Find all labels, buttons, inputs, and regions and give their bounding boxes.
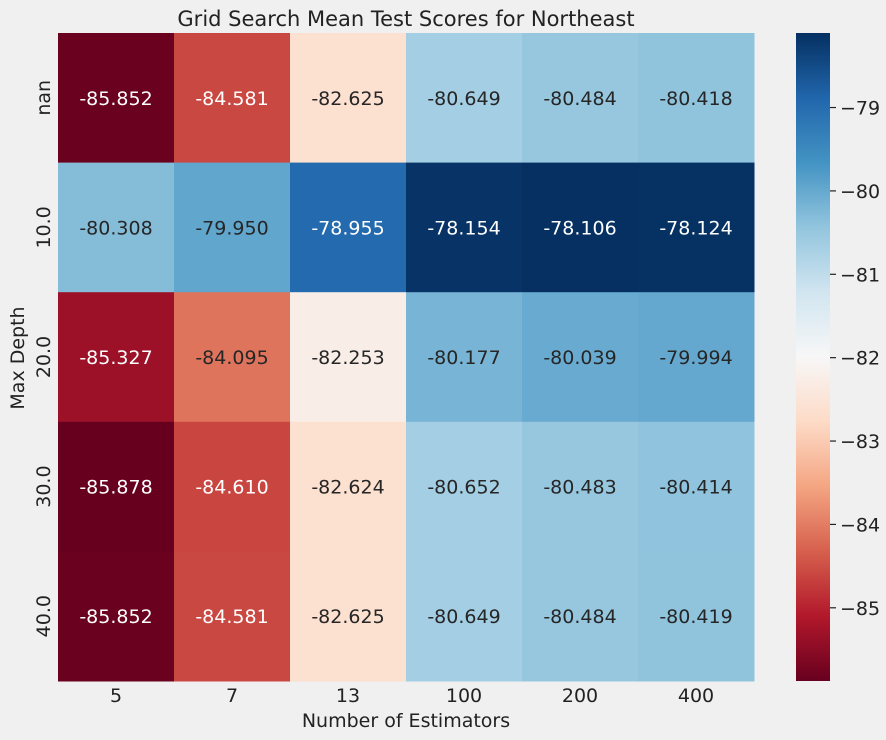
colorbar-tick-label: −83 xyxy=(840,431,880,453)
cell-value-label: -78.154 xyxy=(427,217,500,239)
cell-value-label: -80.484 xyxy=(543,606,616,628)
heatmap-cell xyxy=(290,292,407,423)
heatmap-cell xyxy=(290,421,407,552)
colorbar-tick-label: −84 xyxy=(840,514,880,536)
heatmap-cell xyxy=(522,551,639,682)
cell-value-label: -80.484 xyxy=(543,88,616,110)
cell-value-label: -82.253 xyxy=(311,347,384,369)
heatmap-cell xyxy=(522,421,639,552)
cell-value-label: -84.095 xyxy=(195,347,268,369)
colorbar xyxy=(796,33,830,681)
heatmap-cell xyxy=(406,292,523,423)
colorbar-ticks: −85 −84 −83 −82 −81 −80 −79 xyxy=(830,98,880,620)
cell-value-label: -85.852 xyxy=(79,606,152,628)
x-axis-ticks: 5 7 13 100 200 400 xyxy=(110,685,714,707)
y-axis-ticks: nan 10.0 20.0 30.0 40.0 xyxy=(33,80,55,637)
cell-value-label: -78.106 xyxy=(543,217,616,239)
cell-value-label: -85.327 xyxy=(79,347,152,369)
cell-value-label: -80.414 xyxy=(659,477,732,499)
cell-value-label: -78.955 xyxy=(311,217,384,239)
heatmap-cell xyxy=(58,162,175,293)
heatmap-cell xyxy=(58,421,175,552)
heatmap-cell xyxy=(522,33,639,164)
cell-value-label: -80.039 xyxy=(543,347,616,369)
heatmap-cell xyxy=(58,33,175,164)
heatmap-cell xyxy=(290,162,407,293)
cell-value-label: -82.624 xyxy=(311,477,384,499)
cell-value-label: -85.852 xyxy=(79,88,152,110)
cell-value-label: -82.625 xyxy=(311,606,384,628)
heatmap-cell xyxy=(406,421,523,552)
heatmap-cell xyxy=(638,33,755,164)
heatmap-cell xyxy=(58,551,175,682)
heatmap-cell xyxy=(174,421,291,552)
cell-value-label: -78.124 xyxy=(659,217,732,239)
heatmap-cell xyxy=(174,162,291,293)
cell-value-label: -84.581 xyxy=(195,606,268,628)
cell-value-label: -80.649 xyxy=(427,88,500,110)
heatmap-cell xyxy=(638,551,755,682)
cell-value-label: -80.308 xyxy=(79,217,152,239)
heatmap-cell xyxy=(406,551,523,682)
cell-value-label: -80.652 xyxy=(427,477,500,499)
heatmap-cell xyxy=(406,33,523,164)
cell-value-label: -84.610 xyxy=(195,477,268,499)
cell-value-label: -80.483 xyxy=(543,477,616,499)
cell-value-label: -80.649 xyxy=(427,606,500,628)
cell-value-label: -80.418 xyxy=(659,88,732,110)
colorbar-tick-label: −82 xyxy=(840,348,880,370)
cell-value-label: -79.950 xyxy=(195,217,268,239)
heatmap-cell xyxy=(522,162,639,293)
heatmap-cell xyxy=(638,162,755,293)
colorbar-tick-label: −80 xyxy=(840,181,880,203)
y-tick-label: 20.0 xyxy=(33,336,55,378)
x-tick-label: 200 xyxy=(562,685,598,707)
colorbar-tick-label: −81 xyxy=(840,264,880,286)
heatmap-cell xyxy=(638,421,755,552)
y-tick-label: 10.0 xyxy=(33,206,55,248)
cell-value-label: -85.878 xyxy=(79,477,152,499)
heatmap-cell xyxy=(522,292,639,423)
y-tick-label: 40.0 xyxy=(33,595,55,637)
heatmap-cell xyxy=(406,162,523,293)
heatmap-cell xyxy=(174,292,291,423)
x-tick-label: 400 xyxy=(678,685,714,707)
heatmap-cell xyxy=(638,292,755,423)
cell-value-labels: -85.852 -84.581 -82.625 -80.649 -80.484 -80.4… xyxy=(79,88,732,628)
heatmap-cell xyxy=(174,33,291,164)
heatmap-cells xyxy=(58,33,755,682)
heatmap-cell xyxy=(290,551,407,682)
heatmap-cell xyxy=(58,292,175,423)
x-tick-label: 13 xyxy=(336,685,360,707)
colorbar-tick-label: −79 xyxy=(840,98,880,120)
cell-value-label: -84.581 xyxy=(195,88,268,110)
x-axis-label: Number of Estimators xyxy=(302,710,510,732)
y-tick-label: 30.0 xyxy=(33,465,55,507)
heatmap-cell xyxy=(290,33,407,164)
cell-value-label: -80.419 xyxy=(659,606,732,628)
chart-title: Grid Search Mean Test Scores for Northea… xyxy=(177,7,634,31)
colorbar-tick-label: −85 xyxy=(840,598,880,620)
y-tick-label: nan xyxy=(33,80,55,116)
y-axis-label: Max Depth xyxy=(7,306,29,409)
x-tick-label: 7 xyxy=(226,685,238,707)
cell-value-label: -80.177 xyxy=(427,347,500,369)
x-tick-label: 5 xyxy=(110,685,122,707)
heatmap-cell xyxy=(174,551,291,682)
cell-value-label: -82.625 xyxy=(311,88,384,110)
x-tick-label: 100 xyxy=(446,685,482,707)
cell-value-label: -79.994 xyxy=(659,347,732,369)
